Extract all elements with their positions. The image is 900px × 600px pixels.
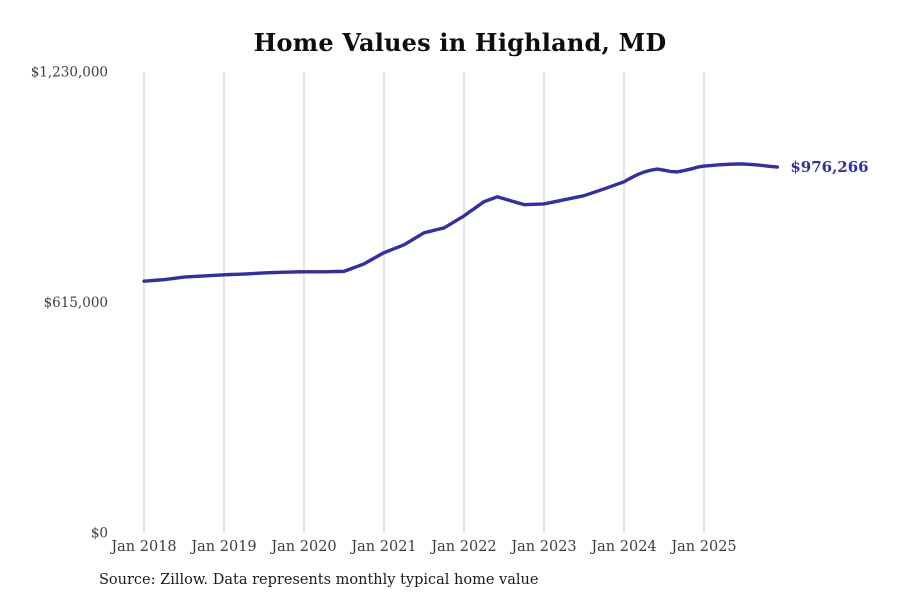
x-tick-label: Jan 2020 [269,539,336,555]
chart-title: Home Values in Highland, MD [253,28,667,57]
home-value-line-series [142,162,780,283]
x-tick-label: Jan 2021 [349,539,416,555]
x-tick-label: Jan 2018 [109,539,176,555]
x-tick-label: Jan 2025 [669,539,736,555]
x-tick-label: Jan 2024 [589,539,656,555]
y-tick-label: $1,230,000 [31,65,108,81]
x-tick-label: Jan 2022 [429,539,496,555]
x-tick-label: Jan 2023 [509,539,576,555]
current-value-label: $976,266 [790,158,868,176]
y-tick-label: $615,000 [44,295,108,311]
x-tick-label: Jan 2019 [189,539,256,555]
y-tick-label: $0 [91,526,108,542]
source-note: Source: Zillow. Data represents monthly … [99,572,539,588]
